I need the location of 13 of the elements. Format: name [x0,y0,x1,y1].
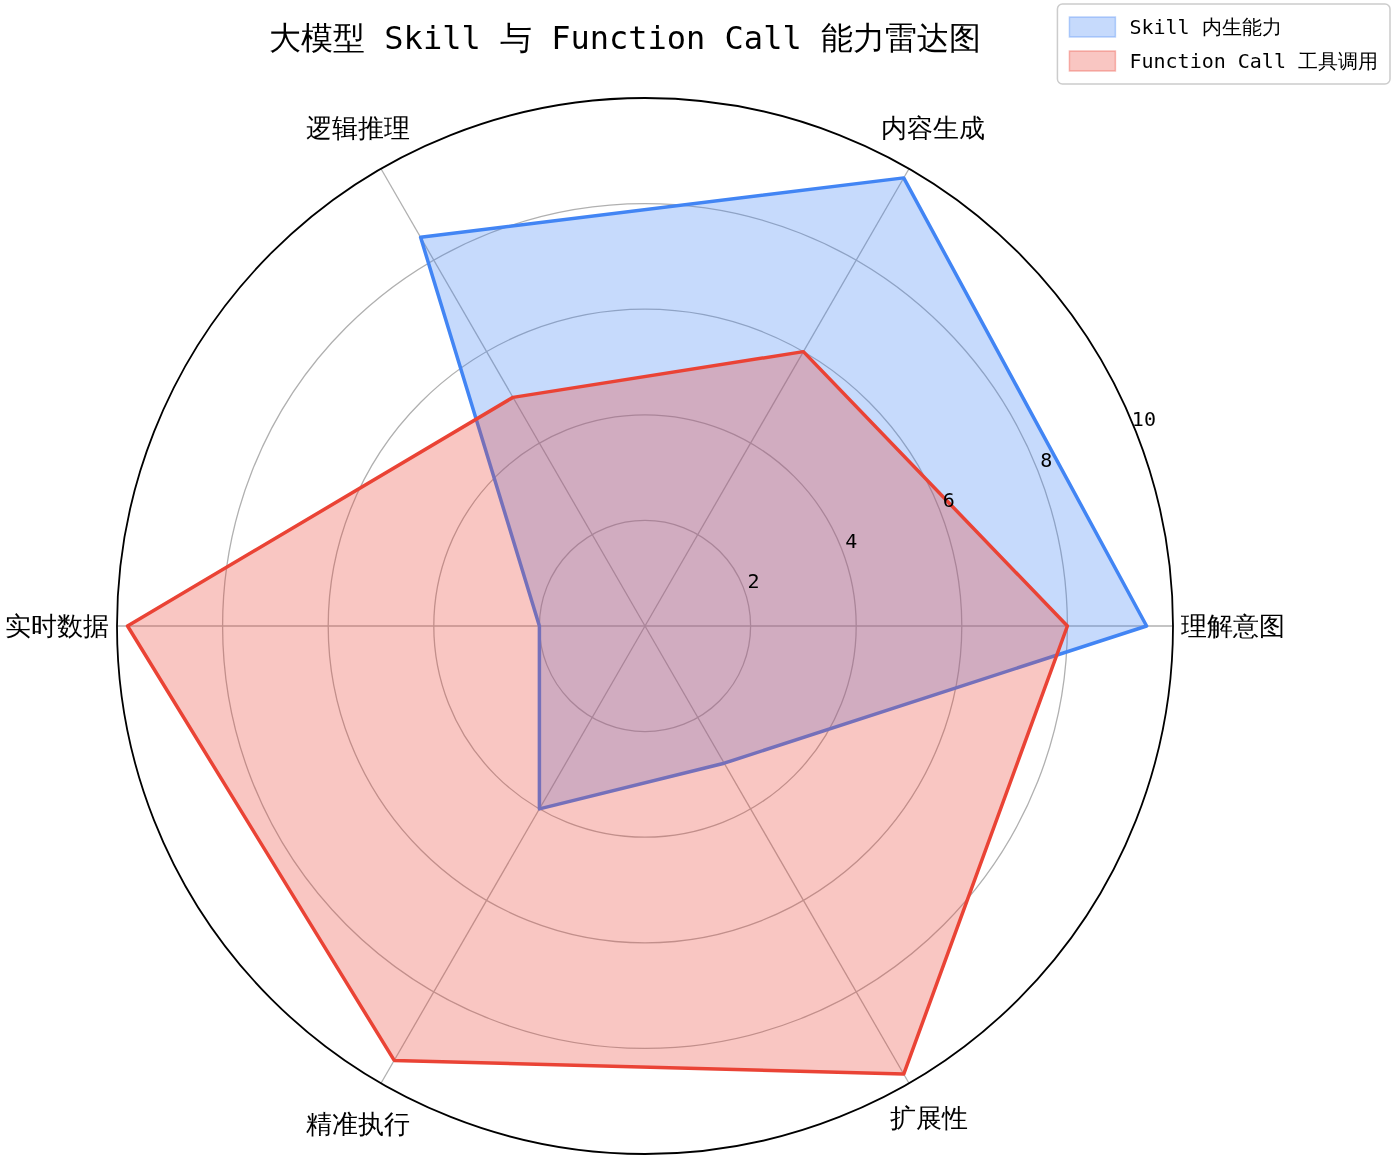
spoke-label: 逻辑推理 [305,113,410,143]
text: 大模型 Skill 与 Function Call 能力雷达图 [269,19,981,57]
y-tick-label: 10 [1131,407,1156,432]
legend-label: Function Call 工具调用 [1129,49,1378,73]
y-tick-label: 4 [845,528,858,553]
spoke-label: 实时数据 [5,611,109,641]
spoke-label: 扩展性 [890,1103,969,1134]
legend-label: Skill 内生能力 [1129,15,1282,39]
y-tick-label: 8 [1040,447,1053,472]
spoke-label: 精准执行 [305,1109,410,1139]
y-tick-label: 2 [747,569,760,593]
spoke-label: 理解意图 [1181,611,1285,641]
spoke-label: 内容生成 [880,113,985,143]
